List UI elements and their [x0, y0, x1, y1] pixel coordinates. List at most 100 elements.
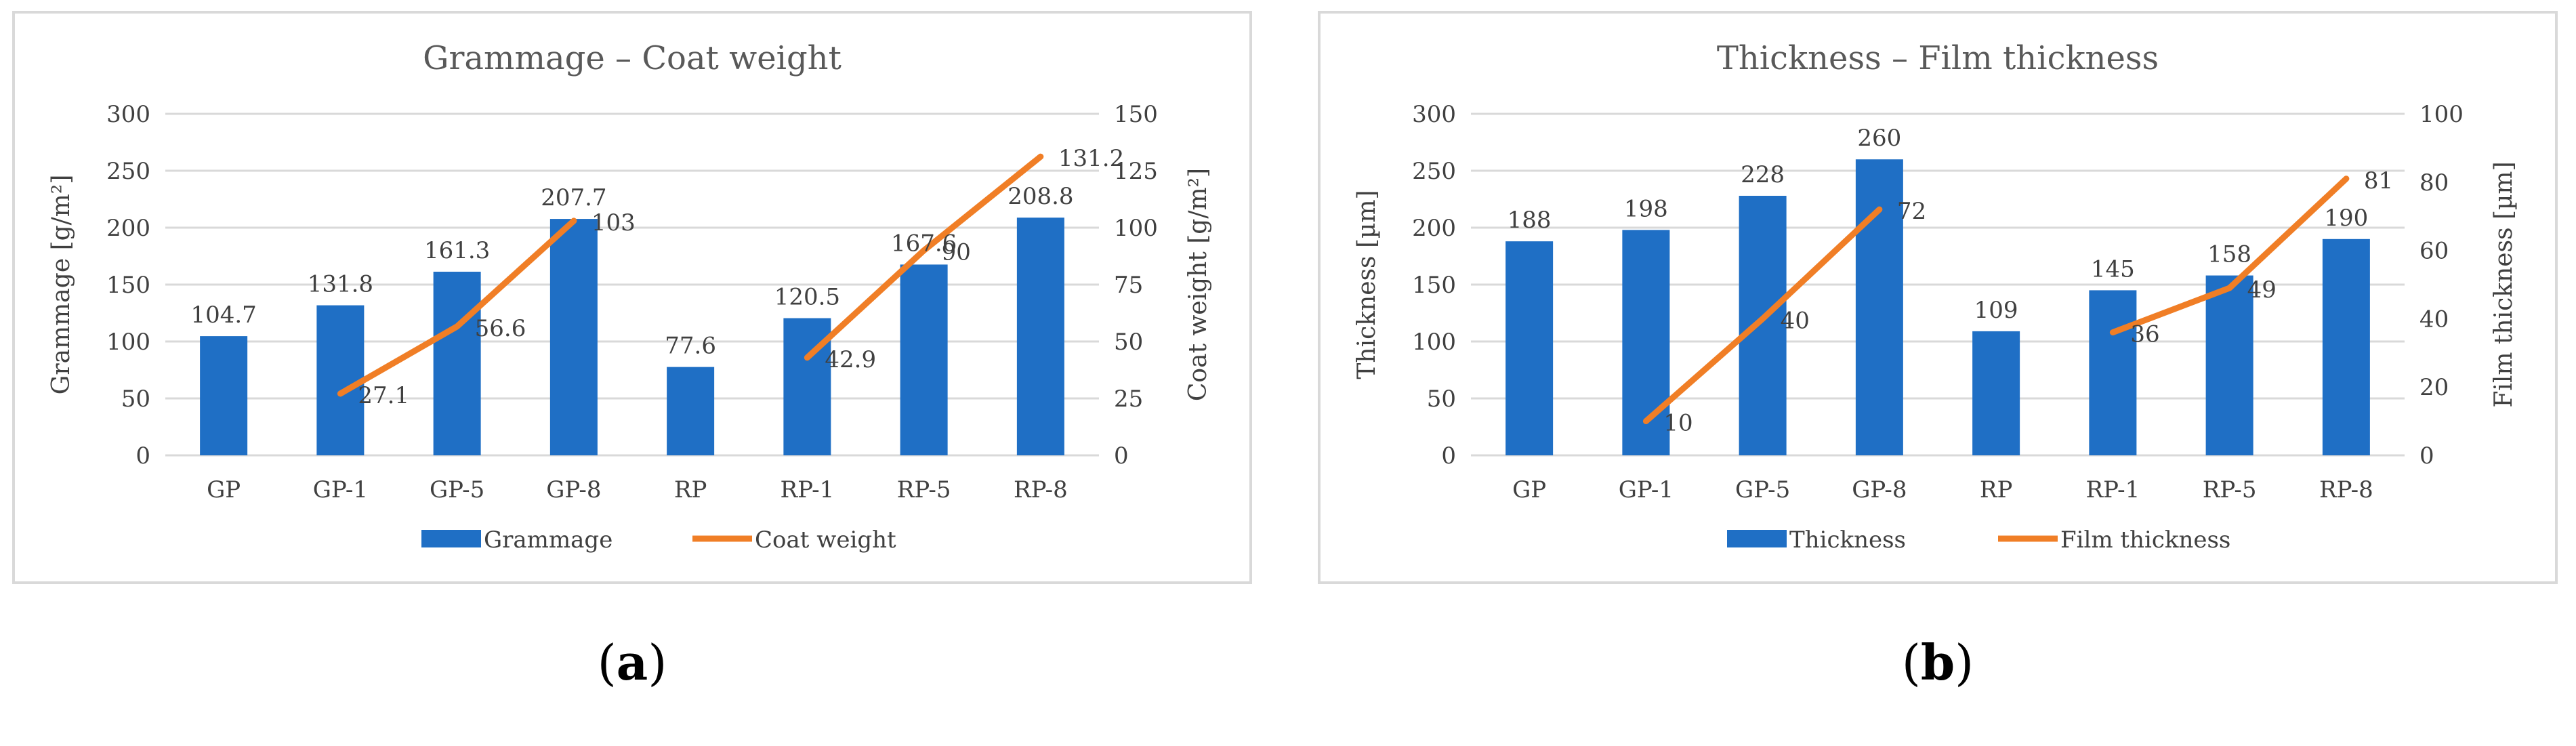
line-data-label: 103	[591, 209, 636, 236]
bar	[2089, 290, 2137, 455]
y-tick-label: 300	[106, 101, 150, 128]
subfigure-letter-a: a	[616, 634, 648, 691]
line-data-label: 40	[1781, 307, 1810, 334]
y2-axis-title: Coat weight [g/m²]	[1184, 168, 1212, 401]
y2-tick-label: 0	[1114, 442, 1129, 470]
bar	[200, 336, 248, 455]
y-tick-label: 50	[121, 386, 150, 413]
y-axis-title: Grammage [g/m²]	[47, 175, 75, 395]
y2-tick-label: 20	[2419, 374, 2449, 401]
x-tick-label: RP-5	[2203, 476, 2257, 503]
line-data-label: 131.2	[1058, 145, 1124, 172]
legend-label: Coat weight	[755, 526, 896, 554]
series-line	[804, 153, 1044, 361]
bar	[667, 367, 715, 455]
bar	[316, 305, 365, 455]
x-tick-label: RP-1	[781, 476, 835, 503]
x-tick-label: GP-5	[430, 476, 484, 503]
x-tick-label: RP-8	[1014, 476, 1068, 503]
legend-label: Grammage	[484, 526, 612, 554]
bar-data-label: 104.7	[190, 302, 256, 329]
y-tick-label: 300	[1412, 101, 1456, 128]
y2-tick-label: 150	[1114, 101, 1158, 128]
subfigure-letter-b: b	[1920, 634, 1955, 691]
line-data-label: 42.9	[825, 346, 876, 373]
chart-title: Thickness – Film thickness	[1717, 39, 2159, 77]
bar-data-label: 109	[1974, 297, 2018, 324]
line-data-label: 81	[2364, 167, 2393, 194]
y2-tick-label: 25	[1114, 386, 1143, 413]
bar-data-label: 131.8	[308, 271, 373, 298]
line-data-label: 56.6	[475, 315, 526, 342]
bar-data-label: 207.7	[541, 184, 606, 211]
line-data-label: 90	[942, 239, 971, 266]
y2-tick-label: 50	[1114, 329, 1143, 356]
y-axis-title: Thickness [µm]	[1353, 190, 1381, 379]
x-tick-label: GP-1	[1619, 476, 1674, 503]
bar-data-label: 228	[1741, 161, 1785, 188]
bar	[2205, 275, 2253, 455]
x-tick-label: RP-1	[2086, 476, 2140, 503]
bar-data-label: 145	[2091, 255, 2135, 283]
y-tick-label: 100	[1412, 329, 1456, 356]
y-tick-label: 250	[1412, 158, 1456, 185]
bar-data-label: 158	[2207, 241, 2251, 268]
y2-tick-label: 40	[2419, 306, 2449, 333]
y2-tick-label: 125	[1114, 158, 1158, 185]
legend-label: Thickness	[1789, 526, 1906, 554]
x-tick-label: RP	[1980, 476, 2012, 503]
bar-data-label: 198	[1624, 195, 1668, 222]
legend-swatch-bar	[421, 530, 481, 547]
y2-tick-label: 80	[2419, 169, 2449, 196]
subfigure-label-a: (a)	[597, 634, 667, 691]
line-data-label: 72	[1897, 198, 1926, 225]
y2-tick-label: 75	[1114, 272, 1143, 299]
bar	[433, 272, 481, 455]
line-data-label: 49	[2247, 276, 2277, 304]
bar	[1972, 331, 2020, 455]
line-data-label: 10	[1663, 410, 1692, 437]
bar-data-label: 167.6	[891, 230, 957, 257]
x-tick-label: GP	[207, 476, 241, 503]
bar-data-label: 120.5	[774, 284, 840, 311]
x-tick-label: RP-8	[2319, 476, 2373, 503]
y-tick-label: 150	[106, 272, 150, 299]
y-tick-label: 200	[106, 215, 150, 242]
line-data-label: 27.1	[358, 382, 409, 409]
chart-panel-a: Grammage – Coat weight 0 50 100 150 200 250 300…	[12, 11, 1252, 584]
y-tick-label: 0	[1441, 442, 1456, 470]
x-tick-label: GP-5	[1735, 476, 1790, 503]
chart-svg-a: Grammage – Coat weight 0 50 100 150 200 250 300…	[47, 39, 1212, 554]
bar	[1016, 217, 1064, 455]
chart-panel-b: Thickness – Film thickness 0 50 100 150 200 25…	[1318, 11, 2558, 584]
x-tick-label: GP-8	[1852, 476, 1907, 503]
legend-swatch-bar	[1727, 530, 1787, 547]
series-line	[337, 217, 577, 397]
x-tick-label: GP	[1512, 476, 1546, 503]
y-tick-label: 50	[1427, 386, 1456, 413]
x-tick-label: RP	[674, 476, 707, 503]
chart-title: Grammage – Coat weight	[423, 39, 842, 77]
bar-data-label: 161.3	[424, 237, 490, 264]
bar-data-label: 77.6	[665, 333, 716, 360]
bar	[2322, 239, 2370, 455]
legend-label: Film thickness	[2060, 526, 2230, 554]
y-tick-label: 200	[1412, 215, 1456, 242]
x-tick-label: GP-1	[313, 476, 368, 503]
x-tick-label: RP-5	[897, 476, 951, 503]
line-data-label: 36	[2130, 321, 2159, 348]
series-line	[1642, 206, 1883, 425]
bar	[1505, 241, 1554, 455]
bar	[900, 264, 948, 455]
y2-tick-label: 100	[1114, 215, 1158, 242]
x-tick-label: GP-8	[546, 476, 601, 503]
y-tick-label: 100	[106, 329, 150, 356]
y-tick-label: 150	[1412, 272, 1456, 299]
bar	[549, 219, 598, 455]
bar	[1855, 159, 1903, 455]
bar-data-label: 208.8	[1007, 183, 1073, 210]
bar-data-label: 190	[2324, 205, 2368, 232]
bar-data-label: 260	[1857, 125, 1901, 152]
subfigure-label-b: (b)	[1901, 634, 1974, 691]
y-tick-label: 250	[106, 158, 150, 185]
